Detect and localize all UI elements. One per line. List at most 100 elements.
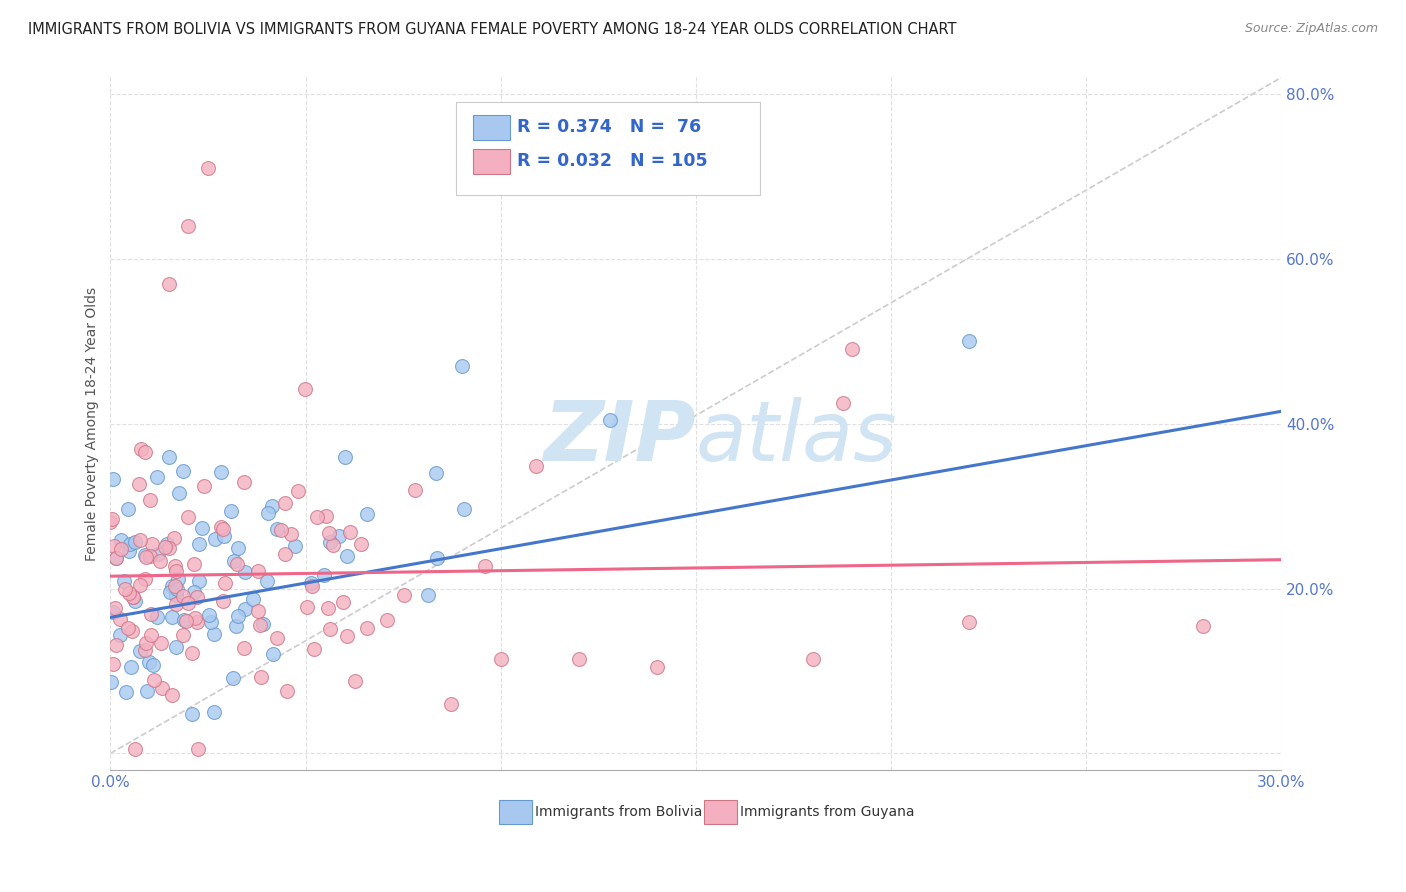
- Point: [101, 605, 124, 619]
- Point: [181, 707, 204, 722]
- Point: [165, 640, 187, 655]
- Point: [150, 635, 173, 649]
- FancyBboxPatch shape: [456, 102, 761, 195]
- Point: [319, 535, 342, 549]
- Point: [225, 619, 247, 633]
- Point: [177, 219, 200, 233]
- Point: [404, 483, 426, 498]
- Point: [1192, 618, 1215, 632]
- Point: [343, 674, 366, 689]
- Point: [173, 613, 195, 627]
- Point: [801, 651, 824, 665]
- Point: [225, 557, 247, 571]
- Point: [114, 582, 136, 596]
- Point: [187, 537, 209, 551]
- Point: [250, 670, 273, 684]
- Point: [118, 536, 141, 550]
- FancyBboxPatch shape: [499, 800, 531, 824]
- Point: [104, 601, 127, 615]
- Point: [112, 574, 135, 589]
- Point: [117, 621, 139, 635]
- Point: [120, 660, 142, 674]
- Point: [100, 674, 122, 689]
- Point: [146, 470, 169, 484]
- Point: [138, 655, 160, 669]
- Point: [150, 681, 173, 696]
- Point: [247, 604, 270, 618]
- Point: [202, 627, 225, 641]
- Point: [233, 475, 256, 489]
- Point: [101, 472, 124, 486]
- Text: Immigrants from Guyana: Immigrants from Guyana: [741, 805, 915, 819]
- Point: [957, 615, 980, 629]
- Point: [166, 582, 188, 596]
- Point: [333, 450, 356, 464]
- Point: [526, 458, 548, 473]
- Point: [266, 522, 288, 536]
- Point: [233, 565, 256, 579]
- Point: [118, 544, 141, 558]
- Point: [219, 504, 242, 518]
- Point: [177, 595, 200, 609]
- Point: [103, 539, 125, 553]
- Point: [356, 621, 378, 635]
- Point: [474, 558, 496, 573]
- Point: [104, 551, 127, 566]
- Point: [105, 638, 128, 652]
- Point: [328, 529, 350, 543]
- Point: [139, 607, 162, 621]
- Point: [280, 526, 302, 541]
- Point: [209, 465, 232, 479]
- Point: [167, 486, 190, 500]
- Point: [181, 646, 204, 660]
- Point: [599, 413, 621, 427]
- Point: [187, 742, 209, 756]
- Point: [134, 548, 156, 562]
- Point: [141, 537, 163, 551]
- Point: [124, 534, 146, 549]
- Point: [284, 539, 307, 553]
- Point: [332, 595, 354, 609]
- Point: [115, 684, 138, 698]
- Point: [117, 502, 139, 516]
- Point: [129, 533, 152, 548]
- Point: [214, 576, 236, 591]
- Point: [262, 648, 284, 662]
- Point: [276, 684, 298, 698]
- Point: [450, 359, 472, 373]
- Point: [287, 484, 309, 499]
- Point: [274, 548, 297, 562]
- Point: [165, 559, 187, 574]
- Point: [160, 579, 183, 593]
- Point: [274, 495, 297, 509]
- Point: [568, 651, 591, 665]
- Point: [177, 509, 200, 524]
- FancyBboxPatch shape: [474, 115, 510, 140]
- Point: [426, 551, 449, 566]
- Point: [226, 541, 249, 555]
- Point: [101, 657, 124, 672]
- Point: [453, 502, 475, 516]
- Point: [336, 629, 359, 643]
- Point: [146, 548, 169, 562]
- Point: [221, 671, 243, 685]
- Point: [301, 579, 323, 593]
- Point: [299, 576, 322, 591]
- Point: [212, 522, 235, 536]
- Point: [339, 525, 361, 540]
- Point: [232, 641, 254, 656]
- Text: R = 0.032   N = 105: R = 0.032 N = 105: [517, 153, 707, 170]
- Point: [270, 523, 292, 537]
- Text: R = 0.374   N =  76: R = 0.374 N = 76: [517, 118, 700, 136]
- Point: [124, 594, 146, 608]
- Point: [172, 590, 194, 604]
- Point: [100, 515, 122, 529]
- Point: [183, 557, 205, 571]
- Point: [121, 624, 143, 639]
- Point: [183, 585, 205, 599]
- Point: [165, 597, 187, 611]
- Point: [204, 532, 226, 546]
- Point: [134, 642, 156, 657]
- Text: ZIP: ZIP: [543, 397, 696, 478]
- Point: [295, 600, 318, 615]
